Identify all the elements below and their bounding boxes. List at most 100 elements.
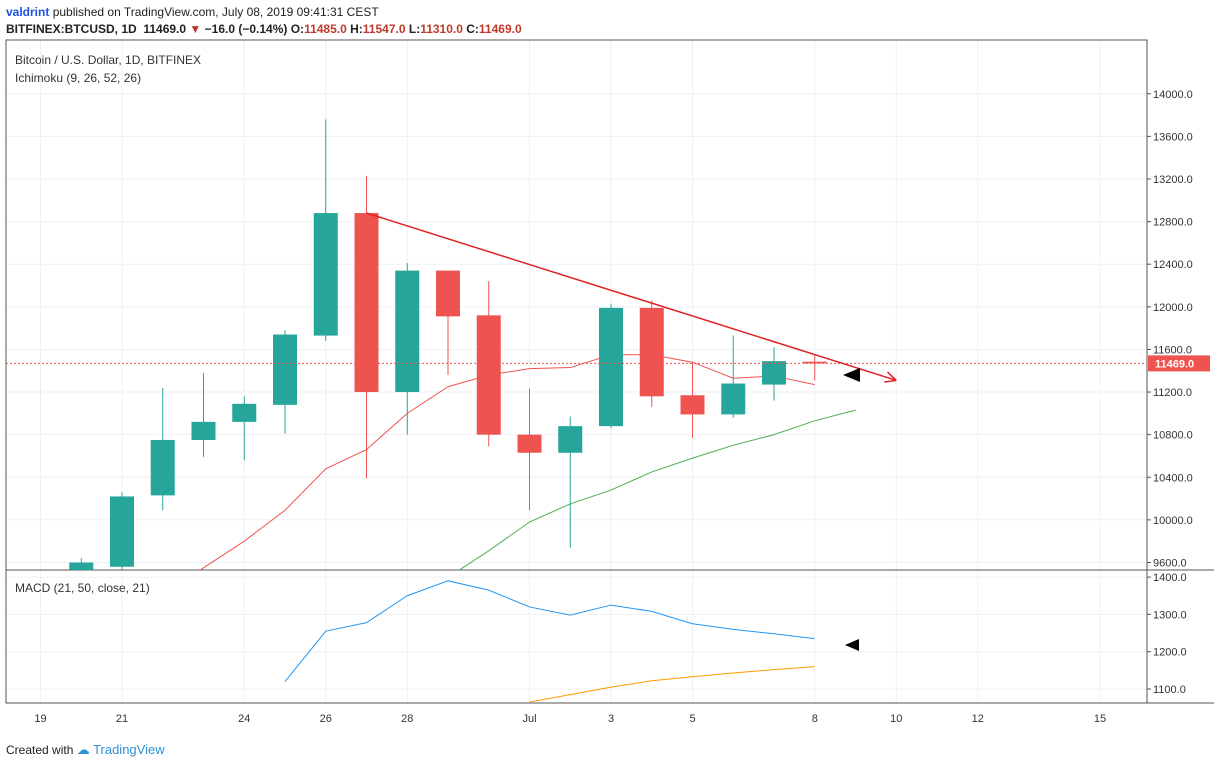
candle: [721, 335, 746, 418]
price-tick-label: 14000.0: [1153, 89, 1193, 101]
price-tick-label: 9600.0: [1153, 558, 1187, 570]
macd-tick-label: 1300.0: [1153, 609, 1187, 621]
candle-body: [395, 270, 420, 393]
chart-frame: [5, 39, 1148, 704]
grid-lines: [6, 40, 1147, 703]
candle-body: [639, 307, 664, 397]
candle-body: [476, 315, 501, 435]
candle-body: [599, 307, 623, 427]
time-tick-label: 10: [890, 713, 902, 725]
resistance-trendline: [366, 212, 897, 382]
time-axis: 19 21 24 26 28 Jul 3 5 8 10 12 15: [34, 713, 1106, 725]
candle-body: [232, 403, 257, 422]
price-tick-label: 10800.0: [1153, 430, 1193, 442]
candle-body: [802, 361, 827, 364]
candle-body: [680, 395, 705, 415]
time-tick-label: 15: [1094, 713, 1106, 725]
symbol-label: BITFINEX:BTCUSD, 1D: [6, 22, 137, 36]
tradingview-brand[interactable]: TradingView: [93, 742, 165, 757]
author-name[interactable]: valdrint: [6, 5, 50, 19]
last-price-badge: [1148, 355, 1210, 372]
candle: [395, 263, 420, 435]
open-value: 11485.0: [304, 22, 347, 36]
created-with-text: Created with: [6, 743, 74, 757]
footer: Created with ☁ TradingView: [6, 742, 165, 758]
markers: [843, 368, 860, 651]
down-arrow-icon: ▼: [189, 22, 202, 36]
price-tick-label: 13600.0: [1153, 131, 1193, 143]
time-tick-label: Jul: [522, 713, 536, 725]
time-tick-label: 5: [689, 713, 695, 725]
candle-body: [150, 439, 175, 496]
trendline-arrowhead: [887, 371, 897, 381]
tenkan-line: [199, 354, 815, 570]
chart-title: Bitcoin / U.S. Dollar, 1D, BITFINEX: [15, 53, 201, 67]
time-tick-label: 28: [401, 713, 413, 725]
price-tick-label: 10000.0: [1153, 515, 1193, 527]
candle: [313, 119, 338, 341]
candle-body: [762, 361, 786, 385]
time-tick-label: 19: [34, 713, 46, 725]
candle-body: [69, 562, 94, 570]
candle: [191, 372, 216, 458]
price-tick-label: 10400.0: [1153, 472, 1193, 484]
ichimoku-label: Ichimoku (9, 26, 52, 26): [15, 71, 141, 85]
price-tick-label: 11200.0: [1153, 387, 1192, 399]
candle: [232, 396, 257, 461]
candle-body: [313, 213, 338, 336]
candle-body: [517, 434, 542, 453]
candle: [802, 355, 827, 381]
pointer-marker-icon: [845, 639, 859, 651]
price-tick-label: 12000.0: [1153, 302, 1193, 314]
trendline-arrowhead: [884, 379, 897, 383]
time-tick-label: 26: [320, 713, 332, 725]
price-tick-label: 12800.0: [1153, 217, 1193, 229]
time-tick-label: 12: [972, 713, 984, 725]
macd-tick-label: 1100.0: [1153, 684, 1186, 696]
open-label: O:: [290, 22, 305, 36]
price-axis: 9600.0 10000.0 10400.0 10800.0 11200.0 11600.…: [1147, 89, 1210, 696]
pointer-marker-icon: [843, 368, 860, 382]
trendline: [366, 212, 897, 383]
time-tick-label: 21: [116, 713, 128, 725]
macd-tick-label: 1400.0: [1153, 572, 1187, 584]
candle-body: [191, 421, 216, 440]
candle-body: [721, 383, 746, 415]
candle: [517, 388, 542, 511]
price-tick-label: 11600.0: [1153, 344, 1192, 356]
kijun-series: [458, 409, 856, 570]
candle: [639, 300, 664, 407]
tenkan-series: [199, 354, 815, 570]
time-tick-label: 24: [238, 713, 250, 725]
macd-series: [284, 580, 815, 682]
candle: [680, 362, 705, 438]
tradingview-logo-icon: ☁: [76, 742, 90, 757]
candle: [476, 281, 501, 447]
price-change: −16.0 (−0.14%): [204, 22, 288, 36]
candles: [69, 119, 827, 570]
symbol-quote-line: BITFINEX:BTCUSD, 1D 11469.0 ▼ −16.0 (−0.…: [6, 22, 522, 36]
close-value: 11469.0: [478, 22, 522, 36]
time-tick-label: 8: [812, 713, 818, 725]
high-value: 11547.0: [362, 22, 406, 36]
candle-body: [110, 496, 134, 567]
close-label: C:: [466, 22, 479, 36]
low-value: 11310.0: [420, 22, 463, 36]
high-label: H:: [350, 22, 363, 36]
signal-series: [529, 666, 815, 703]
price-tick-label: 12400.0: [1153, 259, 1193, 271]
macd-label: MACD (21, 50, close, 21): [15, 581, 150, 595]
low-label: L:: [408, 22, 421, 36]
candle-body: [273, 334, 297, 405]
time-tick-label: 3: [608, 713, 614, 725]
last-price-badge-text: 11469.0: [1155, 358, 1194, 370]
candle: [436, 270, 460, 375]
candle: [354, 175, 379, 479]
candle: [558, 416, 583, 548]
candle-body: [354, 213, 379, 393]
pane-frames: [5, 39, 1214, 704]
candle: [150, 387, 175, 511]
candle: [69, 558, 94, 570]
macd-lines: [284, 580, 815, 703]
